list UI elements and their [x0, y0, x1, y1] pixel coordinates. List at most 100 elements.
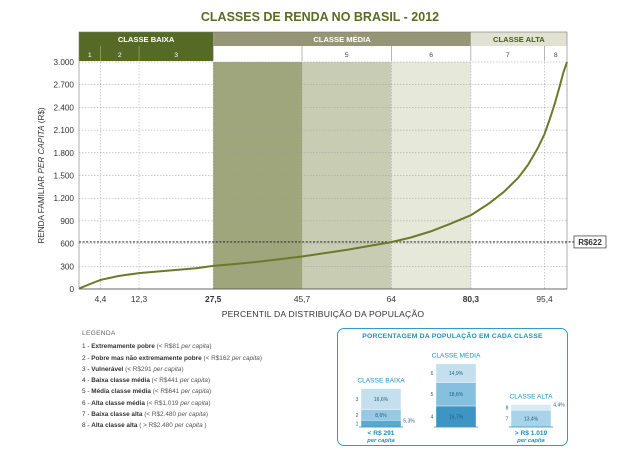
x-axis-label: PERCENTIL DA DISTRIBUIÇÃO DA POPULAÇÃO	[222, 309, 425, 319]
inset-segment-value: 16,6%	[374, 397, 389, 403]
class-header-1	[213, 32, 471, 46]
inset-segment-number: 1	[356, 422, 359, 428]
legend-item-label: Baixa classe média	[91, 377, 150, 385]
y-axis-label-part: PER CAPITA	[37, 125, 46, 174]
inset-segment-value: 5,3%	[403, 418, 415, 424]
y-axis-label-part: RENDA FAMILIAR	[37, 174, 46, 244]
y-tick-label: 1.200	[54, 194, 75, 203]
subclass-band	[544, 46, 567, 61]
subclass-band	[79, 46, 101, 61]
inset-bar-threshold: < R$ 291	[368, 430, 395, 437]
inset-segment-number: 4	[431, 414, 434, 420]
subclass-band	[139, 46, 214, 61]
legend-item-per-capita: per capita	[181, 343, 210, 351]
inset-segment-value: 16,7%	[449, 414, 464, 420]
legend-item-label: Alta classe alta	[91, 422, 138, 430]
legend-item-threshold: (< R$441	[149, 377, 180, 385]
legend-item-threshold: (< R$641	[150, 388, 181, 396]
legend-item: 8 - Alta classe alta ( > R$2.480 per cap…	[82, 420, 332, 431]
legend-item-per-capita: per capita	[180, 399, 209, 407]
legend-title: LEGENDA	[82, 330, 116, 337]
inset-segment-number: 2	[356, 413, 359, 419]
legend-item-threshold: (< R$1.019	[144, 399, 181, 407]
legend-item-per-capita: per capita	[179, 377, 208, 385]
y-tick-label: 2.400	[54, 103, 75, 112]
legend-item: 7 - Baixa classe alta (< R$2.480 per cap…	[82, 409, 332, 420]
legend-item-per-capita: per capita	[231, 354, 260, 362]
reference-label: R$622	[578, 238, 602, 247]
population-percentage-panel: PORCENTAGEM DA POPULAÇÃO EM CADA CLASSE …	[337, 328, 568, 446]
legend-item-number: 5 -	[82, 388, 90, 396]
legend-item-label: Vulnerável	[91, 365, 124, 373]
legend-item-close: )	[207, 377, 211, 385]
inset-bar-name: CLASSE MÉDIA	[432, 351, 481, 360]
inset-bar-name: CLASSE ALTA	[510, 394, 554, 401]
y-tick-label: 900	[60, 217, 74, 226]
x-tick-label: 64	[387, 294, 397, 304]
inset-segment-number: 3	[356, 397, 359, 403]
legend-item-per-capita: per capita	[174, 422, 203, 430]
inset-segment	[510, 404, 552, 411]
legend-item: 3 - Vulnerável (< R$291 per capita)	[82, 364, 332, 375]
y-tick-label: 2.100	[54, 126, 75, 135]
y-tick-label: 0	[69, 285, 74, 294]
x-tick-label: 12,3	[131, 294, 148, 304]
legend-item-number: 2 -	[82, 354, 90, 362]
x-tick-label: 45,7	[294, 294, 311, 304]
subclass-label: 1	[88, 52, 92, 59]
inset-segment-value: 14,9%	[449, 371, 464, 377]
inset-segment	[435, 363, 477, 383]
class-header-label: CLASSE ALTA	[493, 35, 545, 44]
legend-item-close: )	[259, 354, 262, 362]
legend-item: 1 - Extremamente pobre (< R$81 per capit…	[82, 341, 332, 352]
subclass-band	[470, 46, 545, 61]
legend-item-threshold: (< R$81	[154, 343, 182, 351]
legend-item-per-capita: per capita	[177, 411, 206, 419]
x-tick-label: 4,4	[95, 294, 107, 304]
inset-title: PORCENTAGEM DA POPULAÇÃO EM CADA CLASSE	[362, 333, 543, 340]
x-tick-label: 95,4	[536, 294, 553, 304]
inset-bar-name: CLASSE BAIXA	[357, 378, 405, 385]
legend-item-close: )	[209, 388, 212, 396]
y-axis-label-part: (R$)	[37, 107, 46, 125]
legend-item-close: )	[181, 365, 184, 373]
subclass-label: 6	[429, 52, 433, 59]
inset-segment-value: 4,4%	[553, 403, 565, 409]
subclass-band	[391, 46, 471, 61]
income-curve	[78, 61, 568, 290]
legend-item: 5 - Média classe média (< R$641 per capi…	[82, 386, 332, 397]
legend-item-close: )	[205, 411, 208, 419]
legend-item-per-capita: per capita	[180, 388, 210, 396]
subclass-label: 5	[345, 52, 349, 59]
inset-segment	[360, 420, 402, 428]
legend-item-number: 4 -	[82, 377, 90, 385]
legend-item-threshold: (< R$2.480	[142, 411, 178, 419]
y-tick-label: 1.500	[54, 172, 75, 181]
x-tick-label: 27,5	[205, 294, 222, 304]
y-axis-label: RENDA FAMILIAR PER CAPITA (R$)	[37, 107, 46, 244]
legend-item-label: Pobre mas não extremamente pobre	[91, 354, 202, 362]
class-header-0	[79, 32, 214, 46]
legend-item-threshold: (< R$291	[123, 365, 154, 373]
inset-segment-number: 8	[506, 405, 509, 411]
chart-title: CLASSES DE RENDA NO BRASIL - 2012	[201, 10, 439, 24]
subclass-band	[302, 46, 392, 61]
inset-segment-value: 13,4%	[524, 417, 539, 423]
legend-item-number: 1 -	[82, 343, 90, 351]
legend-rows: 1 - Extremamente pobre (< R$81 per capit…	[82, 341, 332, 431]
subclass-label: 2	[118, 52, 122, 59]
y-tick-label: 600	[60, 240, 74, 249]
inset-segment-value: 8,6%	[375, 413, 387, 419]
legend-item-label: Baixa classe alta	[91, 411, 143, 419]
legend-item-number: 7 -	[82, 411, 90, 419]
legend: LEGENDA 1 - Extremamente pobre (< R$81 p…	[82, 328, 332, 432]
inset-segment-number: 6	[431, 371, 434, 377]
y-tick-label: 1.800	[54, 149, 75, 158]
inset-bars: CLASSE BAIXA 5,3% 1 8,6% 2 16,6% 3 < R$ 291per …	[356, 351, 566, 444]
x-tick-label: 80,3	[463, 294, 480, 304]
legend-item-threshold: (< R$162	[201, 354, 232, 362]
subclass-label: 8	[554, 52, 558, 59]
legend-item-label: Alta classe média	[91, 399, 145, 407]
inset-bar-per-capita: per capita	[366, 438, 395, 444]
legend-item: 4 - Baixa classe média (< R$441 per capi…	[82, 375, 332, 386]
